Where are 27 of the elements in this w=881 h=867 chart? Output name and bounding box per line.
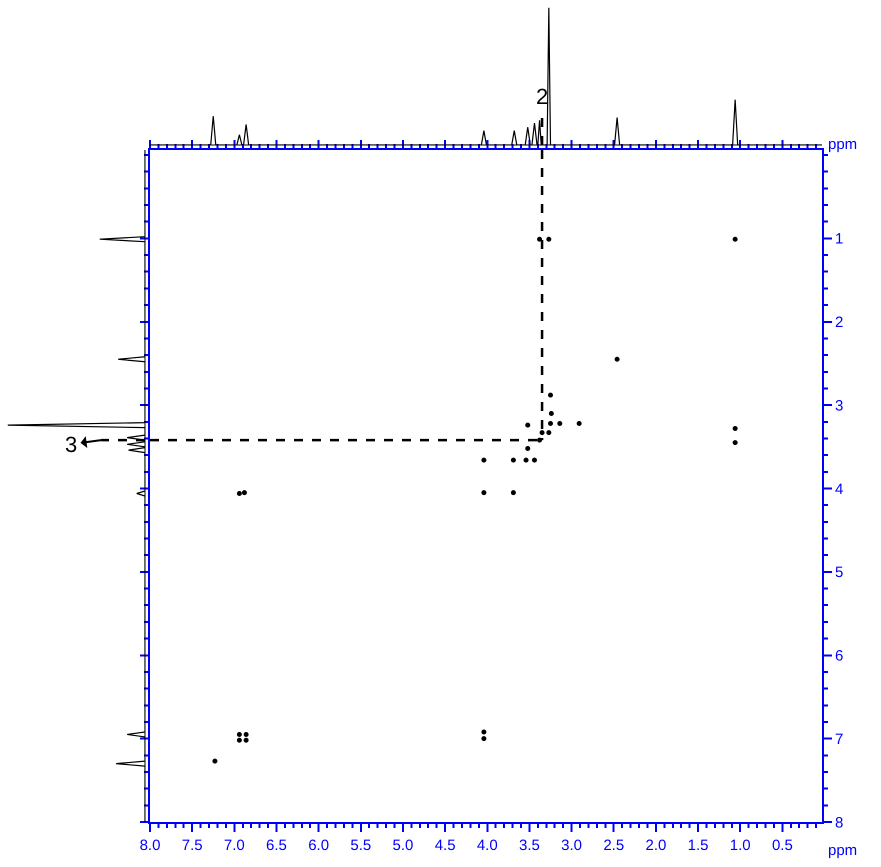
x-tick-label: 0.5	[772, 837, 793, 854]
x-tick-label: 5.0	[392, 837, 414, 854]
y-tick-label: 8	[835, 814, 844, 832]
x-tick-label: 1.0	[730, 837, 751, 854]
y-axis-title: ppm	[828, 136, 858, 153]
x-tick-label: 6.5	[266, 837, 287, 854]
y-tick-label: 4	[835, 480, 844, 498]
x-tick-label: 4.5	[434, 837, 456, 854]
x-tick-label: 4.0	[476, 837, 498, 854]
x-tick-label: 2.0	[645, 837, 666, 854]
x-tick-label: 3.0	[561, 837, 582, 854]
y-tick-label: 7	[835, 730, 844, 748]
x-tick-label: 2.5	[603, 837, 624, 854]
x-tick-label: 8.0	[140, 837, 160, 854]
y-tick-label: 5	[835, 564, 844, 582]
x-tick-label: 3.5	[518, 837, 540, 854]
x-tick-label: 6.0	[308, 837, 330, 854]
x-axis-title: ppm	[828, 842, 858, 859]
x-tick-label: 7.5	[182, 837, 203, 854]
x-tick-label: 7.0	[224, 837, 245, 854]
x-tick-label: 1.5	[688, 837, 708, 854]
y-tick-label: 1	[835, 230, 844, 248]
y-tick-label: 6	[835, 648, 844, 664]
annotation: 3	[65, 432, 78, 457]
y-tick-label: 2	[835, 314, 844, 331]
y-tick-label: 3	[835, 397, 844, 414]
x-tick-label: 5.5	[350, 837, 372, 854]
